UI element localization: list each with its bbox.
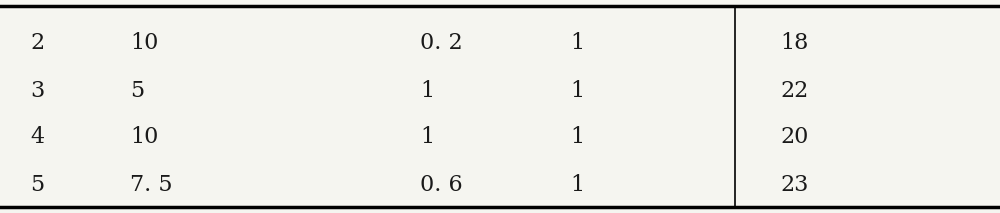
Text: 10: 10 — [130, 32, 158, 54]
Text: 5: 5 — [30, 174, 44, 196]
Text: 5: 5 — [130, 79, 144, 102]
Text: 0. 6: 0. 6 — [420, 174, 463, 196]
Text: 4: 4 — [30, 126, 44, 148]
Text: 1: 1 — [420, 126, 434, 148]
Text: 3: 3 — [30, 79, 44, 102]
Text: 1: 1 — [570, 79, 584, 102]
Text: 7. 5: 7. 5 — [130, 174, 173, 196]
Text: 0. 2: 0. 2 — [420, 32, 463, 54]
Text: 1: 1 — [570, 126, 584, 148]
Text: 1: 1 — [570, 32, 584, 54]
Text: 1: 1 — [570, 174, 584, 196]
Text: 18: 18 — [780, 32, 808, 54]
Text: 10: 10 — [130, 126, 158, 148]
Text: 20: 20 — [780, 126, 808, 148]
Text: 1: 1 — [420, 79, 434, 102]
Text: 2: 2 — [30, 32, 44, 54]
Text: 22: 22 — [780, 79, 808, 102]
Text: 23: 23 — [780, 174, 808, 196]
